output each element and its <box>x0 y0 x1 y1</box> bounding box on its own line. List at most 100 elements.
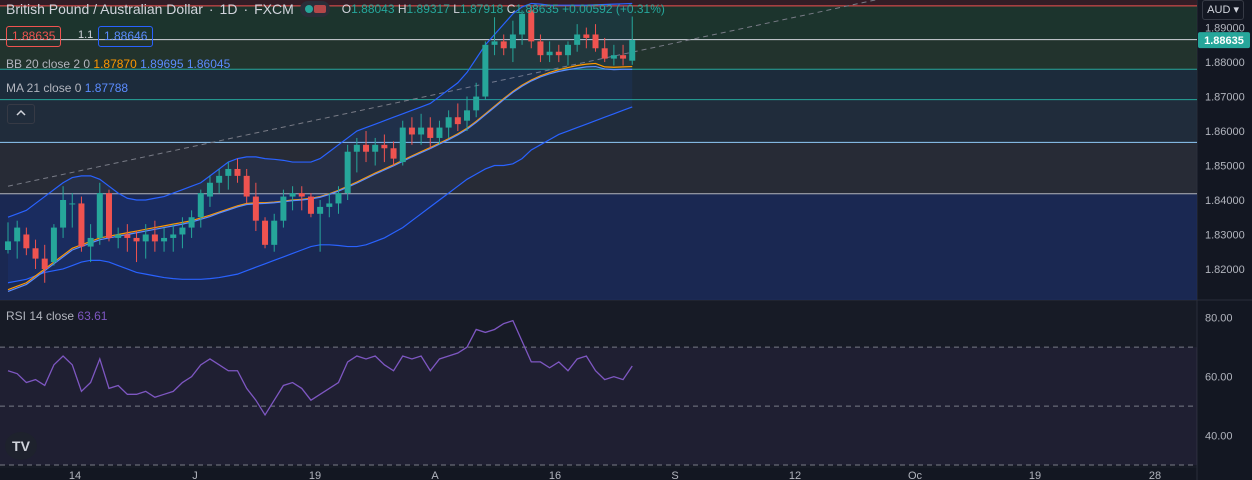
candle-body <box>69 203 76 205</box>
time-axis-ticks: 14 J 19 A 16 S 12 Oc 19 28 <box>69 470 1161 480</box>
candle-body <box>601 48 608 59</box>
level-zone <box>0 5 1197 40</box>
symbol-header: British Pound / Australian Dollar · 1D ·… <box>6 1 665 17</box>
sell-price-button[interactable]: 1.88635 <box>6 26 62 47</box>
market-open-icon <box>304 5 313 13</box>
bb-label: BB 20 close 2 0 <box>6 57 91 71</box>
price-tick-label: 1.82000 <box>1205 264 1245 276</box>
candle-body <box>500 41 507 49</box>
ma-line <box>7 65 633 292</box>
high-label: H <box>397 2 407 16</box>
bb-basis-line <box>7 62 633 291</box>
close-value: 1.88635 <box>515 2 559 16</box>
change-value: +0.00592 (+0.31%) <box>562 2 665 16</box>
candle-body <box>445 117 452 128</box>
candle-body <box>216 175 223 183</box>
close-label: C <box>506 2 516 16</box>
candle-body <box>271 220 278 245</box>
ma-value: 1.87788 <box>84 81 129 95</box>
candle-body <box>408 127 415 135</box>
bb-upper-value: 1.89695 <box>140 57 184 71</box>
level-zone <box>0 69 1197 100</box>
time-tick-label: 19 <box>1029 470 1041 480</box>
horizontal-levels <box>0 0 1197 195</box>
time-tick-label: 28 <box>1149 470 1161 480</box>
tradingview-logo[interactable]: TV <box>5 432 37 460</box>
time-tick-label: A <box>431 470 439 480</box>
candle-body <box>289 193 296 197</box>
ma-legend[interactable]: MA 21 close 0 1.87788 <box>6 81 128 95</box>
rsi-series <box>7 319 633 417</box>
chevron-down-icon: ▾ <box>1233 4 1239 16</box>
candle-body <box>105 193 112 238</box>
spread-value: 1.1 <box>78 29 94 41</box>
candle-body <box>629 40 636 61</box>
candle-body <box>620 55 627 59</box>
candle-body <box>583 34 590 38</box>
interval-label[interactable]: 1D <box>219 1 238 17</box>
candle-body <box>564 44 571 56</box>
last-price-background <box>1198 32 1250 49</box>
open-value: 1.88043 <box>351 2 395 16</box>
rsi-legend[interactable]: RSI 14 close 63.61 <box>6 309 107 323</box>
last-price-label: 1.88635 <box>1204 35 1244 47</box>
time-tick-label: S <box>671 470 678 480</box>
candle-body <box>326 203 333 207</box>
candle-body <box>280 196 287 221</box>
time-tick-label: 12 <box>789 470 801 480</box>
low-value: 1.87918 <box>459 2 504 16</box>
candle-body <box>60 200 67 228</box>
candle-body <box>427 127 434 138</box>
rsi-line <box>7 319 633 417</box>
symbol-name[interactable]: British Pound / Australian Dollar <box>6 1 203 17</box>
candle-body <box>32 248 39 259</box>
level-zone <box>0 0 1197 6</box>
rsi-value: 63.61 <box>77 309 108 323</box>
candle-body <box>610 55 617 59</box>
candle-body <box>353 144 360 152</box>
candle-body <box>390 148 397 159</box>
ohlc-values: O1.88043 H1.89317 L1.87918 C1.88635 +0.0… <box>342 2 665 16</box>
price-tick-label: 1.86000 <box>1205 126 1245 138</box>
candle-body <box>41 258 48 269</box>
candle-body <box>262 220 269 245</box>
chevron-up-icon <box>16 109 26 116</box>
candle-body <box>234 168 241 176</box>
candle-body <box>574 34 581 45</box>
price-tick-label: 1.84000 <box>1205 195 1245 207</box>
currency-button[interactable]: AUD ▾ <box>1202 0 1244 20</box>
candle-body <box>335 193 342 204</box>
rsi-tick-label: 40.00 <box>1205 431 1233 443</box>
candle-body <box>142 234 149 242</box>
candle-body <box>317 206 324 214</box>
candle-body <box>399 127 406 163</box>
candle-body <box>96 193 103 238</box>
price-axis-ticks: 1.89000 1.88000 1.87000 1.86000 1.85000 1.840… <box>1205 23 1245 276</box>
candle-body <box>170 234 177 238</box>
rsi-tick-label: 60.00 <box>1205 372 1233 384</box>
candle-body <box>188 217 195 228</box>
candle-body <box>5 241 11 250</box>
price-tick-label: 1.83000 <box>1205 229 1245 241</box>
market-status-toggle[interactable] <box>299 1 330 17</box>
currency-label: AUD <box>1207 4 1231 16</box>
event-icon <box>313 5 326 13</box>
price-tick-label: 1.88000 <box>1205 57 1245 69</box>
candle-body <box>206 182 213 197</box>
rsi-bands <box>0 346 1197 466</box>
candle-body <box>23 234 30 249</box>
candle-body <box>473 96 480 111</box>
candle-body <box>363 144 370 152</box>
candle-body <box>50 227 57 263</box>
candle-body <box>537 41 544 56</box>
buy-price-button[interactable]: 1.88646 <box>98 26 154 47</box>
rsi-pane-background <box>0 300 1197 468</box>
bb-legend[interactable]: BB 20 close 2 0 1.87870 1.89695 1.86045 <box>6 57 230 71</box>
candle-body <box>482 44 489 97</box>
candle-body <box>87 237 94 247</box>
price-tick-label: 1.89000 <box>1205 23 1245 35</box>
collapse-legend-button[interactable] <box>7 104 35 124</box>
bb-lower-value: 1.86045 <box>186 57 231 71</box>
price-tick-label: 1.87000 <box>1205 92 1245 104</box>
